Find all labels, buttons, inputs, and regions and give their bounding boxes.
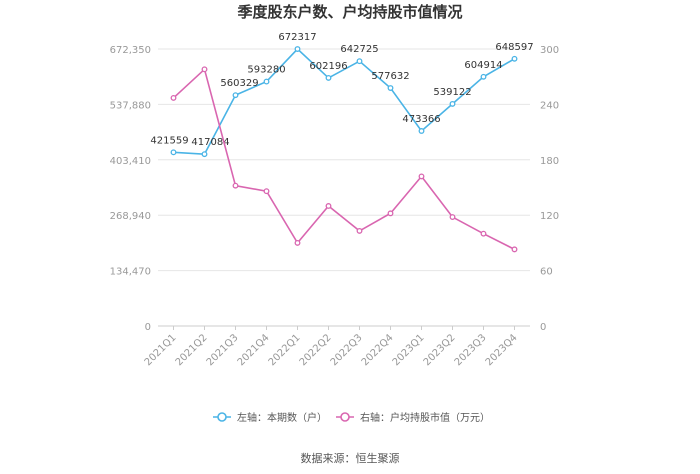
left-tick-label: 0 — [145, 322, 151, 333]
data-point — [170, 149, 177, 156]
data-label: 648597 — [495, 42, 533, 53]
right-tick-label: 240 — [540, 100, 559, 111]
data-point — [294, 239, 301, 246]
data-point — [449, 214, 456, 220]
data-point — [325, 203, 332, 209]
x-tick-label: 2022Q4 — [360, 332, 396, 368]
data-label: 473366 — [402, 114, 440, 125]
x-tick-label: 2023Q1 — [391, 332, 427, 368]
data-point — [263, 188, 270, 195]
data-point — [387, 85, 394, 91]
data-point — [356, 227, 363, 234]
series-line-1 — [173, 47, 515, 155]
data-point — [387, 210, 394, 217]
data-point — [511, 55, 518, 62]
legend-item-2[interactable]: 右轴：户均持股市值（万元） — [360, 411, 490, 424]
x-tick-label: 2023Q2 — [422, 332, 458, 368]
data-point — [511, 246, 518, 253]
x-tick-label: 2022Q3 — [329, 332, 365, 368]
legend-swatch-marker — [340, 412, 350, 422]
data-label: 642725 — [340, 44, 378, 55]
data-label: 577632 — [371, 71, 409, 82]
data-label: 539122 — [433, 87, 471, 98]
data-point — [418, 128, 425, 134]
legend-item-1[interactable]: 左轴：本期数（户） — [237, 411, 327, 424]
grid — [158, 48, 530, 327]
x-tick-label: 2021Q4 — [236, 332, 272, 368]
data-label: 421559 — [150, 135, 188, 146]
data-point — [325, 74, 332, 81]
right-tick-label: 0 — [540, 322, 546, 333]
x-tick-label: 2022Q2 — [298, 332, 334, 368]
left-tick-label: 268,940 — [110, 211, 151, 222]
chart-title: 季度股东户数、户均持股市值情况 — [237, 3, 462, 21]
data-point — [356, 58, 363, 65]
data-point — [232, 182, 239, 189]
right-tick-label: 120 — [540, 211, 559, 222]
left-tick-label: 672,350 — [110, 45, 151, 56]
data-point — [294, 46, 301, 52]
right-axis: 0 60 120 180 240 300 — [540, 45, 559, 333]
left-axis: 0 134,470 268,940 403,410 537,880 672,350 — [110, 45, 151, 333]
right-tick-label: 300 — [540, 45, 559, 56]
data-point — [480, 73, 487, 80]
x-tick-label: 2021Q3 — [205, 332, 241, 368]
series-group: 421559 417084 560329 593280 672317 602196 6427… — [150, 32, 534, 253]
x-tick-label: 2022Q1 — [267, 332, 303, 368]
right-tick-label: 60 — [540, 267, 553, 278]
left-tick-label: 403,410 — [110, 156, 151, 167]
x-tick-label: 2023Q4 — [484, 332, 520, 368]
data-point — [480, 230, 487, 237]
series-line-2 — [172, 67, 515, 251]
data-label: 604914 — [464, 60, 502, 71]
data-point — [201, 151, 208, 158]
data-label: 602196 — [309, 61, 347, 72]
data-point — [263, 78, 270, 85]
left-tick-label: 537,880 — [110, 100, 151, 111]
data-label: 417084 — [191, 137, 229, 148]
data-point — [418, 173, 425, 180]
data-point — [201, 66, 208, 73]
data-point — [232, 92, 239, 99]
data-label: 560329 — [220, 78, 258, 89]
data-point — [170, 94, 177, 101]
x-tick-label: 2021Q1 — [143, 332, 179, 368]
left-tick-label: 134,470 — [110, 267, 151, 278]
x-axis: 2021Q12021Q22021Q32021Q42022Q12022Q22022… — [143, 326, 520, 368]
x-tick-label: 2021Q2 — [174, 332, 210, 368]
legend[interactable]: 左轴：本期数（户） 右轴：户均持股市值（万元） — [213, 411, 490, 424]
right-tick-label: 180 — [540, 156, 559, 167]
data-point — [449, 100, 456, 107]
data-label: 672317 — [278, 32, 316, 43]
source-note: 数据来源：恒生聚源 — [301, 451, 400, 465]
data-label: 593280 — [247, 65, 285, 76]
legend-swatch-marker — [217, 412, 227, 422]
x-tick-label: 2023Q3 — [453, 332, 489, 368]
